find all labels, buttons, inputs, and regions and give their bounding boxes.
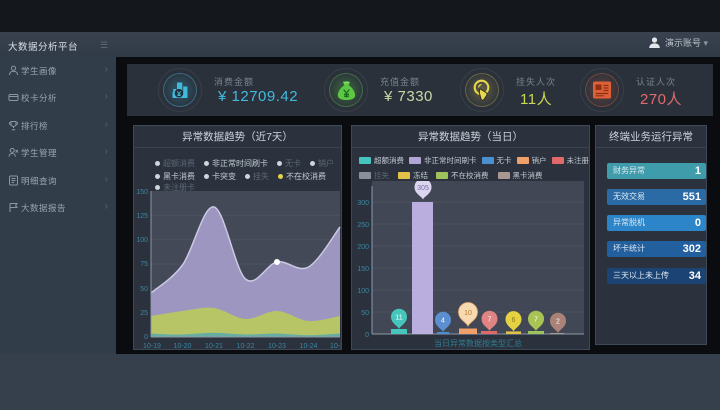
svg-text:10-25: 10-25	[330, 343, 342, 350]
svg-text:7: 7	[488, 317, 492, 324]
svg-text:50: 50	[140, 286, 148, 293]
svg-text:75: 75	[140, 261, 148, 268]
svg-text:2: 2	[556, 319, 560, 326]
svg-text:4: 4	[441, 318, 445, 325]
svg-text:10-19: 10-19	[143, 343, 161, 350]
svg-text:200: 200	[357, 244, 369, 251]
svg-text:0: 0	[365, 332, 369, 339]
svg-text:0: 0	[144, 334, 148, 341]
svg-text:10-22: 10-22	[237, 343, 255, 350]
svg-text:11: 11	[395, 315, 402, 322]
svg-text:150: 150	[357, 266, 369, 273]
svg-text:100: 100	[136, 237, 148, 244]
svg-text:150: 150	[136, 189, 148, 196]
svg-text:6: 6	[512, 317, 516, 324]
svg-text:125: 125	[136, 213, 148, 220]
svg-text:300: 300	[357, 200, 369, 207]
svg-text:50: 50	[361, 310, 369, 317]
svg-text:10-21: 10-21	[205, 343, 223, 350]
svg-text:10-24: 10-24	[300, 343, 318, 350]
svg-text:10: 10	[464, 310, 472, 317]
svg-text:25: 25	[140, 310, 148, 317]
svg-text:当日异常数据按类型汇总: 当日异常数据按类型汇总	[434, 338, 522, 348]
svg-text:250: 250	[357, 222, 369, 229]
svg-text:7: 7	[534, 317, 538, 324]
svg-text:305: 305	[417, 185, 429, 192]
svg-text:100: 100	[357, 288, 369, 295]
svg-text:10-23: 10-23	[268, 343, 286, 350]
svg-text:10-20: 10-20	[174, 343, 192, 350]
